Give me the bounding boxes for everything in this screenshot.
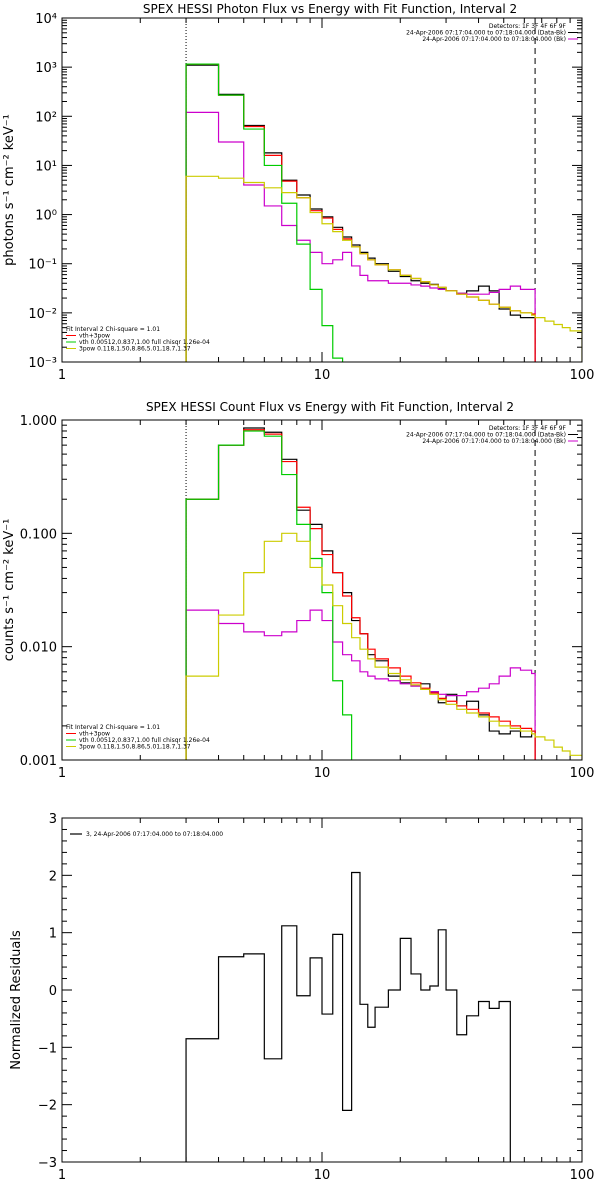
count-plot-content: 1 10 100 0.001 0.010 0.100 1.000 Detectors: 1F … <box>20 414 595 781</box>
photon-series-bk <box>185 111 536 362</box>
count-legend-top-right-entry: 24-Apr-2006 07:17:04.000 to 07:18:04.000… <box>406 432 566 439</box>
count-legend-bottom-left-entry: vth+3pow <box>79 731 110 738</box>
photon-legend-bottom-left-entry: 3pow 0.118,1.50,8.86,5.01,18.7,1.37 <box>79 346 191 353</box>
count-series-bk <box>185 609 536 760</box>
photon-x-tick-label: 10 <box>314 368 331 383</box>
photon-y-tick-label: 10⁻² <box>28 307 57 322</box>
count-legend-top-right-entry: Detectors: 1F 3F 4F 6F 9F <box>489 425 567 432</box>
photon-panel-title: SPEX HESSI Photon Flux vs Energy with Fi… <box>143 2 517 16</box>
count-series-3pow <box>185 532 582 760</box>
count-flux-panel: SPEX HESSI Count Flux vs Energy with Fit… <box>2 400 594 781</box>
photon-y-tick-label: 10² <box>35 110 57 125</box>
count-y-tick-label: 1.000 <box>20 414 57 429</box>
residuals-series-3-24-apr-2006-07-17-04-000-to-07-18-04-000 <box>185 871 511 1162</box>
count-panel-y-axis-label: counts s⁻¹ cm⁻² keV⁻¹ <box>2 519 17 662</box>
count-x-tick-label: 10 <box>314 766 331 781</box>
count-legend-top-right-entry: 24-Apr-2006 07:17:04.000 to 07:18:04.000… <box>422 438 566 445</box>
photon-legend-top-right-entry: Detectors: 1F 3F 4F 6F 9F <box>489 23 567 30</box>
count-legend-bottom-left-entry: 3pow 0.118,1.50,8.86,5.01,18.7,1.37 <box>79 744 191 751</box>
residuals-y-tick-label: 3 <box>49 812 57 827</box>
residuals-panel-y-axis-label: Normalized Residuals <box>9 930 24 1070</box>
count-y-tick-label: 0.001 <box>20 754 57 769</box>
photon-legend-top-right-entry: 24-Apr-2006 07:17:04.000 to 07:18:04.000… <box>406 30 566 37</box>
residuals-y-tick-label: 2 <box>49 869 57 884</box>
count-legend-bottom-left-entry: Fit Interval 2 Chi-square = 1.01 <box>66 724 160 731</box>
residuals-y-tick-label: −1 <box>38 1041 57 1056</box>
photon-y-tick-label: 10⁰ <box>35 209 57 224</box>
photon-series-vth <box>185 63 344 362</box>
photon-y-tick-label: 10⁻³ <box>28 356 57 371</box>
residuals-y-tick-label: 1 <box>49 927 57 942</box>
count-plot-frame <box>61 419 583 761</box>
count-panel-title: SPEX HESSI Count Flux vs Energy with Fit… <box>146 400 514 414</box>
residuals-x-tick-label: 1 <box>58 1168 66 1183</box>
residuals-legend-entry: 3, 24-Apr-2006 07:17:04.000 to 07:18:04.… <box>86 831 223 838</box>
photon-y-tick-label: 10⁻¹ <box>28 258 57 273</box>
photon-y-tick-label: 10³ <box>35 61 57 76</box>
count-legend-bottom-left-entry: vth 0.00512,0.837,1.00 full chisqr 1.26e… <box>79 737 210 744</box>
photon-series-3pow <box>185 175 582 362</box>
count-x-tick-label: 100 <box>570 766 595 781</box>
residuals-x-tick-label: 100 <box>570 1168 595 1183</box>
photon-legend-bottom-left-entry: vth 0.00512,0.837,1.00 full chisqr 1.26e… <box>79 339 210 346</box>
photon-panel-y-axis-label: photons s⁻¹ cm⁻² keV⁻¹ <box>2 114 17 266</box>
photon-plot-frame <box>61 17 583 363</box>
photon-legend-bottom-left-entry: Fit Interval 2 Chi-square = 1.01 <box>66 326 160 333</box>
photon-legend-top-right-entry: 24-Apr-2006 07:17:04.000 to 07:18:04.000… <box>422 36 566 43</box>
photon-flux-panel: SPEX HESSI Photon Flux vs Energy with Fi… <box>2 2 595 383</box>
residuals-plot-frame <box>61 817 583 1163</box>
photon-x-tick-label: 1 <box>58 368 66 383</box>
count-series-data-bk <box>185 427 536 760</box>
count-series-vth-3pow <box>185 429 536 760</box>
count-series-vth <box>185 430 353 760</box>
photon-legend-bottom-left-entry: vth+3pow <box>79 333 110 340</box>
count-y-tick-label: 0.010 <box>20 641 57 656</box>
photon-x-tick-label: 100 <box>570 368 595 383</box>
photon-plot-content: 1 10 100 10⁻³ 10⁻² 10⁻¹ 10⁰ 10¹ 10² 10³ 10⁴ Detecto… <box>28 12 595 383</box>
photon-y-tick-label: 10⁴ <box>35 12 57 27</box>
count-x-tick-label: 1 <box>58 766 66 781</box>
residuals-y-tick-label: −3 <box>38 1156 57 1171</box>
residuals-x-tick-label: 10 <box>314 1168 331 1183</box>
residuals-y-tick-label: −2 <box>38 1099 57 1114</box>
residuals-panel: Normalized Residuals 1 10 100 −3 −2 −1 0 1 2 3 3, … <box>9 812 594 1183</box>
count-y-tick-label: 0.100 <box>20 527 57 542</box>
photon-y-tick-label: 10¹ <box>35 159 57 174</box>
residuals-y-tick-label: 0 <box>49 984 57 999</box>
photon-series-data-bk <box>185 64 536 362</box>
